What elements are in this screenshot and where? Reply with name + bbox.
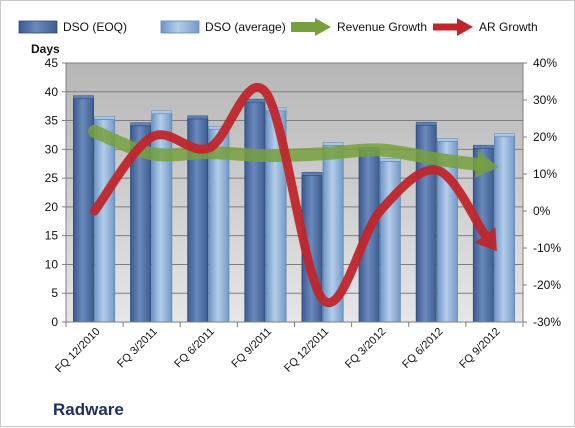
y-tick-label: 5: [51, 286, 58, 300]
line-ar-growth: [90, 82, 490, 308]
y-tick-label: 25: [45, 171, 59, 185]
y2-tick-label: 10%: [533, 167, 557, 181]
bar-cap-dso-average: [379, 158, 401, 162]
legend-label-dso-average: DSO (average): [205, 20, 286, 34]
legend: DSO (EOQ) DSO (average) Revenue Growth AR G…: [18, 18, 538, 36]
legend-arrow-ar-growth: [457, 18, 473, 36]
y-tick-label: 30: [45, 142, 59, 156]
x-tick-label: FQ 6/2012: [400, 326, 445, 371]
y-tick-label: 0: [51, 315, 58, 329]
x-tick-label: FQ 12/2011: [282, 326, 331, 375]
bar-cap-dso-average: [94, 116, 115, 120]
legend-label-ar-growth: AR Growth: [479, 20, 538, 34]
bar-cap-dso-average: [494, 133, 515, 137]
legend-swatch-dso-average: [160, 20, 200, 34]
company-label: Radware: [53, 400, 124, 419]
bar-dso-average: [94, 119, 116, 323]
bar-dso-average: [151, 113, 173, 323]
x-tick-label: FQ 9/2012: [457, 326, 502, 371]
bar-dso-average: [379, 161, 401, 323]
x-tick-label: FQ 3/2012: [343, 326, 388, 371]
legend-label-revenue-growth: Revenue Growth: [337, 20, 427, 34]
legend-label-dso-eoq: DSO (EOQ): [63, 20, 127, 34]
y-tick-label: 45: [45, 56, 59, 70]
y-axis-title: Days: [31, 42, 60, 56]
bar-cap-dso-average: [151, 110, 173, 114]
bar-cap-dso-eoq: [473, 144, 494, 149]
y-tick-label: 15: [45, 229, 59, 243]
x-tick-label: FQ 12/2010: [53, 326, 103, 376]
bar-cap-dso-average: [437, 138, 458, 142]
bar-cap-dso-average: [322, 142, 344, 146]
y2-tick-label: 40%: [533, 56, 557, 70]
y2-tick-label: -30%: [533, 315, 561, 329]
bar-dso-average: [494, 136, 515, 323]
legend-swatch-dso-eoq: [18, 20, 58, 34]
legend-arrow-revenue-growth: [315, 18, 331, 36]
y-tick-label: 10: [45, 257, 59, 271]
bar-cap-dso-eoq: [73, 95, 94, 99]
y2-tick-label: 20%: [533, 130, 557, 144]
bar-cap-dso-eoq: [130, 122, 151, 126]
x-tick-label: FQ 9/2011: [229, 326, 274, 371]
y2-tick-label: 0%: [533, 204, 551, 218]
line-revenue-growth: [88, 124, 484, 171]
arrowhead-ar-growth: [474, 227, 497, 252]
y2-tick-label: -20%: [533, 278, 561, 292]
bar-dso-eoq: [244, 101, 266, 323]
arrowhead-revenue-growth: [474, 150, 499, 179]
bar-cap-dso-eoq: [301, 171, 323, 176]
bar-cap-dso-eoq: [415, 121, 437, 126]
line-marks: [88, 82, 499, 308]
x-tick-label: FQ 6/2011: [172, 326, 217, 371]
y-tick-label: 40: [45, 85, 59, 99]
bar-cap-dso-eoq: [187, 115, 209, 120]
x-tick-label: FQ 3/2011: [115, 326, 160, 371]
y-tick-label: 20: [45, 200, 59, 214]
y2-tick-label: -10%: [533, 241, 561, 255]
y-tick-label: 35: [45, 114, 59, 128]
y2-tick-label: 30%: [533, 93, 557, 107]
